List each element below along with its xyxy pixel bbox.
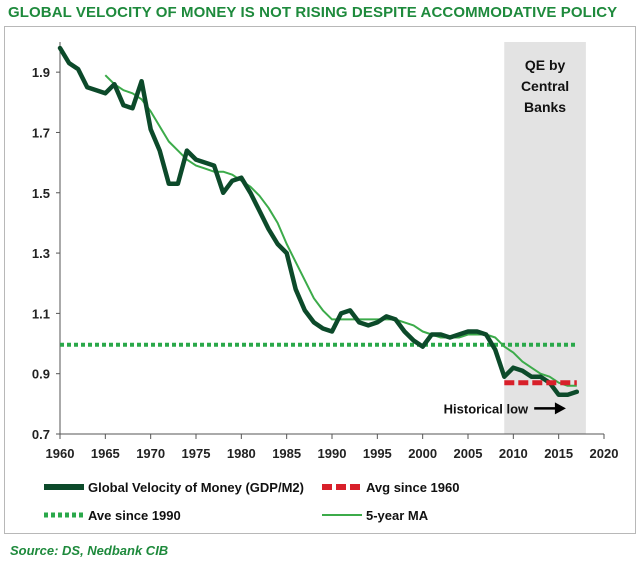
y-tick-label: 1.9 bbox=[32, 65, 50, 80]
y-tick-label: 1.5 bbox=[32, 186, 50, 201]
y-tick-label: 0.9 bbox=[32, 367, 50, 382]
x-tick-label: 2000 bbox=[408, 446, 437, 461]
x-tick-label: 1995 bbox=[363, 446, 392, 461]
y-axis-ticks: 0.7 0.9 1.1 1.3 1.5 1.7 1.9 bbox=[32, 65, 60, 442]
x-tick-label: 2020 bbox=[590, 446, 619, 461]
source-note: Source: DS, Nedbank CIB bbox=[10, 543, 169, 558]
qe-label-line: QE by bbox=[525, 57, 566, 73]
y-tick-label: 1.7 bbox=[32, 125, 50, 140]
x-tick-label: 1960 bbox=[46, 446, 75, 461]
historical-low-arrow-head bbox=[554, 402, 566, 415]
x-tick-label: 1985 bbox=[272, 446, 301, 461]
x-tick-label: 1990 bbox=[318, 446, 347, 461]
qe-label-line: Central bbox=[521, 78, 569, 94]
qe-label: QE by Central Banks bbox=[521, 57, 569, 115]
historical-low-label: Historical low bbox=[444, 401, 529, 416]
x-tick-label: 1965 bbox=[91, 446, 120, 461]
legend-label: Ave since 1990 bbox=[88, 508, 181, 523]
x-tick-label: 1975 bbox=[182, 446, 211, 461]
legend-label: Global Velocity of Money (GDP/M2) bbox=[88, 480, 304, 495]
chart-frame bbox=[4, 26, 636, 534]
x-tick-label: 1970 bbox=[136, 446, 165, 461]
chart-title: GLOBAL VELOCITY OF MONEY IS NOT RISING D… bbox=[8, 4, 618, 21]
legend: Global Velocity of Money (GDP/M2) Avg sin… bbox=[44, 480, 459, 523]
y-tick-label: 1.3 bbox=[32, 246, 50, 261]
series-velocity-line bbox=[57, 45, 580, 398]
x-tick-label: 2005 bbox=[454, 446, 483, 461]
x-tick-label: 2010 bbox=[499, 446, 528, 461]
x-tick-label: 1980 bbox=[227, 446, 256, 461]
y-tick-label: 0.7 bbox=[32, 427, 50, 442]
annotations: Historical low bbox=[444, 401, 566, 416]
qe-label-line: Banks bbox=[524, 99, 566, 115]
legend-label: Avg since 1960 bbox=[366, 480, 459, 495]
x-axis-ticks: 1960 1965 1970 1975 1980 1985 1990 1995 2000 2005… bbox=[46, 434, 619, 461]
y-tick-label: 1.1 bbox=[32, 306, 50, 321]
series-lines bbox=[57, 45, 580, 398]
x-tick-label: 2015 bbox=[544, 446, 573, 461]
legend-label: 5-year MA bbox=[366, 508, 429, 523]
